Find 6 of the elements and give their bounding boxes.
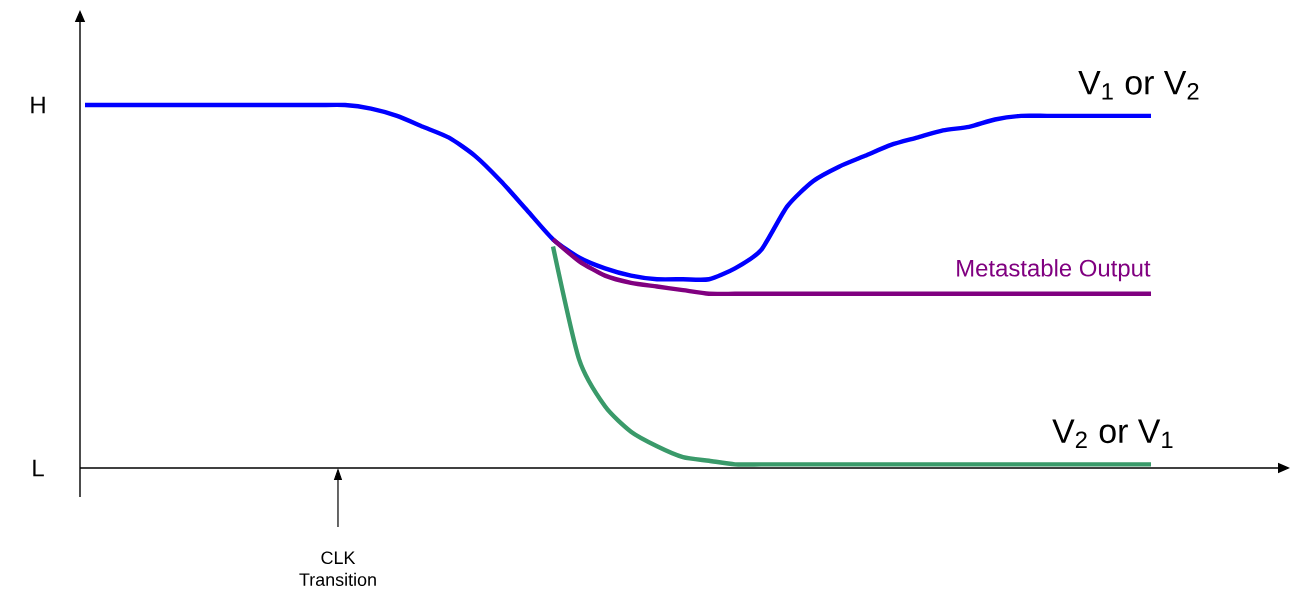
- series-label: V$_{1}$ or V$_{2}$: [1078, 71, 1199, 100]
- text: CLK Transition: [299, 551, 376, 587]
- series-label: Metastable Output: [957, 259, 1151, 282]
- series-label: V$_{2}$ or V$_{1}$: [1052, 419, 1173, 448]
- text: L: [33, 459, 44, 477]
- text: H: [31, 96, 45, 114]
